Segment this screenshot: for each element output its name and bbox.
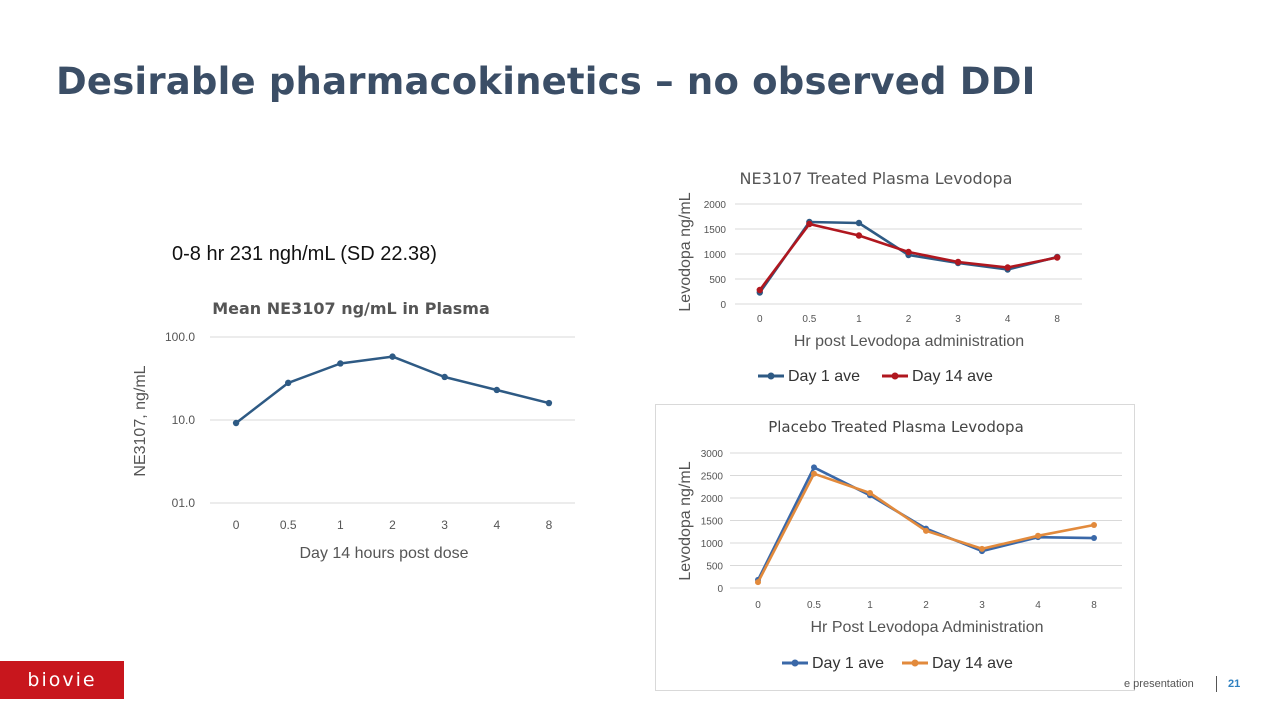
x-tick-label: 3 xyxy=(955,314,961,325)
data-point xyxy=(545,399,553,407)
chart-title: Mean NE3107 ng/mL in Plasma xyxy=(212,299,490,318)
legend-label: Day 1 ave xyxy=(812,655,884,672)
data-point xyxy=(1035,532,1041,539)
x-tick-label: 0 xyxy=(757,314,763,325)
x-tick-label: 8 xyxy=(1091,600,1097,611)
x-tick-label: 2 xyxy=(923,600,929,611)
data-point xyxy=(855,232,863,239)
y-tick-label: 500 xyxy=(706,562,723,573)
chart-title: NE3107 Treated Plasma Levodopa xyxy=(740,169,1013,188)
data-point xyxy=(1004,264,1011,271)
slide-title: Desirable pharmacokinetics – no observed… xyxy=(56,60,1036,103)
data-point xyxy=(1091,535,1097,542)
y-tick-label: 1500 xyxy=(701,517,724,528)
y-tick-label: 100.0 xyxy=(165,330,195,344)
x-tick-label: 2 xyxy=(389,518,396,532)
y-tick-label: 01.0 xyxy=(172,496,196,510)
x-tick-label: 4 xyxy=(1005,314,1011,325)
x-tick-label: 0.5 xyxy=(280,518,297,532)
data-point xyxy=(806,220,813,228)
x-tick-label: 8 xyxy=(546,518,553,532)
biovie-logo: biovie xyxy=(0,661,124,699)
legend-marker xyxy=(791,659,799,667)
y-tick-label: 0 xyxy=(720,300,726,311)
data-point xyxy=(1091,522,1097,528)
y-axis-label: NE3107, ng/mL xyxy=(132,365,149,476)
page-number: 21 xyxy=(1228,678,1241,690)
chart-ne3107-treated-levodopa: NE3107 Treated Plasma Levodopa 0 500 1000 1… xyxy=(677,169,1082,385)
x-tick-label: 1 xyxy=(867,600,873,611)
y-tick-label: 2000 xyxy=(704,200,727,211)
data-point xyxy=(389,353,396,360)
data-point xyxy=(1054,254,1061,261)
x-axis-label: Hr Post Levodopa Administration xyxy=(810,619,1043,636)
x-tick-label: 1 xyxy=(856,314,862,325)
data-point xyxy=(337,360,344,367)
legend-label: Day 14 ave xyxy=(912,368,993,385)
x-tick-label: 0 xyxy=(755,600,761,611)
footer-text: e presentation xyxy=(1124,678,1194,690)
data-point xyxy=(867,490,873,497)
placebo-chart-frame xyxy=(655,404,1135,691)
y-tick-label: 3000 xyxy=(701,449,724,460)
footer-divider xyxy=(1216,676,1217,692)
data-point xyxy=(285,379,292,387)
legend-marker xyxy=(891,372,899,380)
auc-summary-text: 0-8 hr 231 ngh/mL (SD 22.38) xyxy=(172,243,437,265)
chart-mean-ne3107: Mean NE3107 ng/mL in Plasma 100.0 10.0 01.… xyxy=(132,299,575,562)
x-tick-label: 2 xyxy=(906,314,912,325)
data-point xyxy=(756,286,763,294)
data-point xyxy=(232,419,240,427)
x-tick-label: 4 xyxy=(1035,600,1041,611)
data-point xyxy=(954,258,962,266)
y-tick-label: 500 xyxy=(709,275,726,286)
x-axis-label: Hr post Levodopa administration xyxy=(794,333,1024,350)
y-tick-label: 1000 xyxy=(701,539,724,550)
data-point xyxy=(441,373,448,381)
data-point xyxy=(905,248,912,256)
y-tick-label: 2500 xyxy=(701,472,724,483)
y-axis-label: Levodopa ng/mL xyxy=(677,461,694,580)
legend-label: Day 14 ave xyxy=(932,655,1013,672)
series-line-1 xyxy=(235,355,550,424)
data-point xyxy=(811,464,817,471)
legend-marker xyxy=(767,372,775,380)
data-point xyxy=(855,219,863,227)
y-tick-label: 1500 xyxy=(704,225,727,236)
data-point xyxy=(493,386,500,394)
x-tick-label: 3 xyxy=(441,518,448,532)
x-tick-label: 3 xyxy=(979,600,985,611)
chart-title: Placebo Treated Plasma Levodopa xyxy=(768,418,1024,436)
data-point xyxy=(811,470,817,477)
x-tick-label: 8 xyxy=(1054,314,1060,325)
x-tick-label: 0 xyxy=(233,518,240,532)
legend-marker xyxy=(911,659,919,667)
data-point xyxy=(979,545,985,552)
y-tick-label: 10.0 xyxy=(172,413,196,427)
chart-placebo-treated-levodopa: Placebo Treated Plasma Levodopa 0 500 1000… xyxy=(677,418,1122,672)
x-tick-label: 0.5 xyxy=(802,314,816,325)
y-axis-label: Levodopa ng/mL xyxy=(677,192,694,311)
legend-label: Day 1 ave xyxy=(788,368,860,385)
x-axis-label: Day 14 hours post dose xyxy=(300,545,469,562)
data-point xyxy=(923,527,929,534)
y-tick-label: 2000 xyxy=(701,494,724,505)
y-tick-label: 0 xyxy=(717,584,723,595)
x-tick-label: 1 xyxy=(337,518,344,532)
x-tick-label: 0.5 xyxy=(807,600,821,611)
y-tick-label: 1000 xyxy=(704,250,727,261)
data-point xyxy=(755,579,761,586)
x-tick-label: 4 xyxy=(493,518,500,532)
